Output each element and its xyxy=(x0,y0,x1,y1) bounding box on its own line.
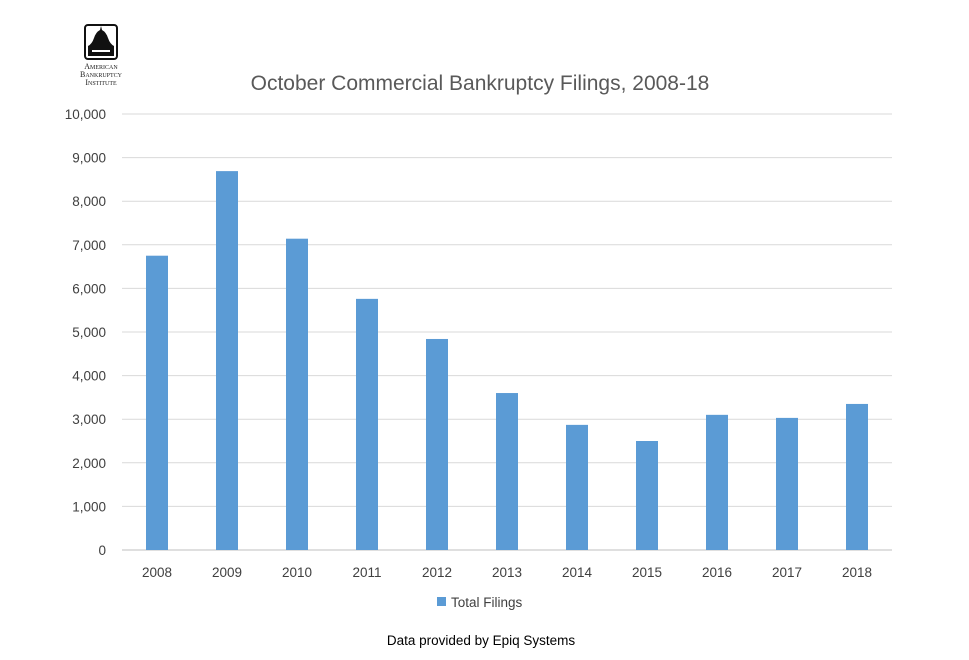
x-tick-label-2010: 2010 xyxy=(282,565,312,580)
bar-2018 xyxy=(846,403,868,550)
x-tick-label-2014: 2014 xyxy=(562,565,593,580)
capitol-dome-icon xyxy=(84,24,118,60)
bar-2016 xyxy=(706,414,728,550)
x-tick-label-2011: 2011 xyxy=(352,565,381,580)
y-tick-label: 7,000 xyxy=(72,238,106,253)
y-axis-tick-labels: 0 1,000 2,000 3,000 4,000 5,000 6,000 7,000 8,00… xyxy=(65,107,106,558)
legend: Total Filings xyxy=(437,595,523,610)
source-footnote: Data provided by Epiq Systems xyxy=(387,633,576,648)
logo-line-3: Institute xyxy=(85,78,117,87)
x-tick-label-2015: 2015 xyxy=(632,565,662,580)
bar-2008 xyxy=(146,255,168,550)
x-tick-label-2008: 2008 xyxy=(142,565,172,580)
legend-swatch-total-filings xyxy=(437,597,446,606)
y-tick-label: 5,000 xyxy=(72,325,106,340)
bar-2015 xyxy=(636,441,658,550)
y-tick-label: 6,000 xyxy=(72,281,106,296)
y-tick-label: 9,000 xyxy=(72,151,106,166)
chart-title: October Commercial Bankruptcy Filings, 2… xyxy=(251,72,710,95)
y-tick-label: 8,000 xyxy=(72,194,106,209)
bar-2009 xyxy=(216,171,238,550)
x-axis-tick-labels: 2008 2009 2010 2011 2012 2013 2014 2015 2016 2017… xyxy=(142,565,872,580)
x-tick-label-2013: 2013 xyxy=(492,565,522,580)
bar-2017 xyxy=(776,417,798,550)
abi-logo: American Bankruptcy Institute xyxy=(80,24,123,87)
bars xyxy=(146,171,868,551)
x-tick-label-2009: 2009 xyxy=(212,565,242,580)
x-tick-label-2016: 2016 xyxy=(702,565,732,580)
y-tick-label: 10,000 xyxy=(65,107,106,122)
x-tick-label-2018: 2018 xyxy=(842,565,872,580)
legend-label-total-filings: Total Filings xyxy=(451,595,523,610)
bar-2014 xyxy=(566,424,588,550)
y-tick-label: 0 xyxy=(98,543,106,558)
x-tick-label-2012: 2012 xyxy=(422,565,452,580)
logo-line-2: Bankruptcy xyxy=(80,70,123,79)
bar-2012 xyxy=(426,338,448,550)
x-tick-label-2017: 2017 xyxy=(772,565,802,580)
y-tick-label: 4,000 xyxy=(72,369,106,384)
y-tick-label: 2,000 xyxy=(72,456,106,471)
bar-2011 xyxy=(356,298,378,550)
bar-2013 xyxy=(496,393,518,550)
y-tick-label: 3,000 xyxy=(72,412,106,427)
logo-line-1: American xyxy=(84,62,118,71)
y-tick-label: 1,000 xyxy=(72,499,106,514)
bar-2010 xyxy=(286,238,308,551)
